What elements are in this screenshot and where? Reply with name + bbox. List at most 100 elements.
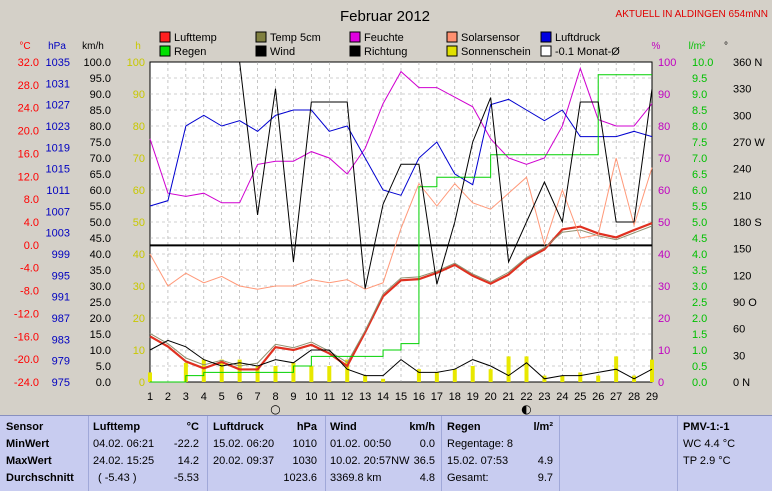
tick-label: 10.0 — [90, 345, 111, 357]
tick-label: 180 S — [733, 217, 762, 229]
legend-label: Feuchte — [364, 32, 404, 44]
tick-label: 1023 — [46, 121, 70, 133]
series-line-lufttemp — [149, 222, 653, 371]
legend-swatch — [446, 31, 458, 43]
x-tick-label: 5 — [219, 391, 225, 403]
tick-label: 1.0 — [692, 345, 707, 357]
regen-header: Regen — [447, 421, 481, 433]
tick-label: 210 — [733, 190, 751, 202]
legend-swatch — [349, 31, 361, 43]
lufttemp-column: Lufttemp °C 04.02. 06:21 -22.2 24.02. 15… — [88, 416, 208, 491]
tick-label: 50.0 — [90, 217, 111, 229]
tick-label: 60 — [133, 185, 145, 197]
wind-unit: km/h — [409, 421, 435, 433]
tick-label: 240 — [733, 164, 751, 176]
legend-label: -0.1 Monat-Ø — [555, 46, 620, 58]
series-line-feuchte — [149, 66, 653, 204]
lufttemp-min-value: -22.2 — [173, 438, 199, 450]
lufttemp-min-time: 04.02. 06:21 — [93, 438, 155, 450]
x-tick-label: 20 — [485, 391, 497, 403]
tick-label: 5.5 — [692, 201, 707, 213]
tick-label: 0.0 — [24, 240, 39, 252]
tick-label: 987 — [52, 313, 70, 325]
x-tick-label: 15 — [395, 391, 407, 403]
tick-label: -8.0 — [20, 286, 39, 298]
x-tick-label: 24 — [556, 391, 568, 403]
luftdruck-min-value: 1010 — [292, 438, 317, 450]
tick-label: -20.0 — [14, 354, 39, 366]
regen-max-time: 15.02. 07:53 — [447, 455, 509, 467]
wind-max-value: 36.5 — [413, 455, 435, 467]
tick-label: 35.0 — [90, 265, 111, 277]
tick-label: 7.5 — [692, 137, 707, 149]
luftdruck-max-value: 1030 — [292, 455, 317, 467]
tick-label: 70.0 — [90, 153, 111, 165]
x-tick-label: 23 — [538, 391, 550, 403]
tick-label: -12.0 — [14, 308, 39, 320]
tick-label: 4.0 — [24, 217, 39, 229]
tick-label: 90.0 — [90, 89, 111, 101]
weather-chart: Februar 2012 AKTUELL IN ALDINGEN 654mNN Lu… — [14, 8, 768, 415]
tick-label: 0.0 — [692, 377, 707, 389]
sunshine-bar — [237, 359, 242, 382]
tick-label: 55.0 — [90, 201, 111, 213]
axis-unit: hPa — [48, 41, 66, 52]
tick-label: 6.5 — [692, 169, 707, 181]
x-tick-label: 21 — [502, 391, 514, 403]
tick-label: -16.0 — [14, 331, 39, 343]
wind-min-value: 0.0 — [419, 438, 435, 450]
pmv-windchill: WC 4.4 °C — [683, 438, 736, 450]
sunshine-bar — [273, 366, 278, 382]
sunshine-bar — [650, 359, 654, 382]
tick-label: 10.0 — [692, 57, 713, 69]
tick-label: 60 — [733, 324, 745, 336]
tick-label: 60 — [658, 185, 670, 197]
legend-swatch — [540, 45, 552, 57]
x-tick-label: 19 — [467, 391, 479, 403]
sunshine-bar — [470, 366, 475, 382]
sunshine-bar — [578, 372, 583, 382]
x-tick-label: 1 — [147, 391, 153, 403]
tick-label: 4.5 — [692, 233, 707, 245]
moon-marker: ◐ — [521, 402, 531, 415]
sunshine-bar — [560, 375, 565, 382]
series-line-richtung — [150, 61, 653, 289]
tick-label: 28.0 — [18, 80, 39, 92]
tick-label: 100.0 — [83, 57, 111, 69]
axis-unit: l/m² — [689, 41, 706, 52]
statistics-table: Sensor MinWert MaxWert Durchschnitt Luft… — [0, 415, 772, 491]
x-tick-label: 28 — [628, 391, 640, 403]
sunshine-bar — [524, 356, 529, 382]
tick-label: 24.0 — [18, 103, 39, 115]
sunshine-bar — [506, 356, 511, 382]
x-tick-label: 18 — [449, 391, 461, 403]
regen-max-value: 4.9 — [537, 455, 553, 467]
tick-label: 6.0 — [692, 185, 707, 197]
sunshine-bar — [416, 369, 421, 382]
x-tick-label: 10 — [305, 391, 317, 403]
regen-days: Regentage: 8 — [447, 438, 514, 450]
regen-total-value: 9.7 — [537, 472, 553, 484]
tick-label: 0.0 — [96, 377, 111, 389]
sunshine-bar — [327, 366, 332, 382]
wind-distance: 3369.8 km — [330, 472, 382, 484]
tick-label: 270 W — [733, 137, 765, 149]
x-tick-label: 25 — [574, 391, 586, 403]
regen-total-label: Gesamt: — [447, 472, 489, 484]
sunshine-bar — [309, 366, 314, 382]
tick-label: 25.0 — [90, 297, 111, 309]
series-line-regen — [150, 74, 652, 383]
tick-label: 991 — [52, 292, 70, 304]
x-tick-label: 22 — [520, 391, 532, 403]
lufttemp-header: Lufttemp — [93, 421, 141, 433]
lufttemp-avg-value: -5.53 — [173, 472, 199, 484]
tick-label: 975 — [52, 377, 70, 389]
tick-label: 8.0 — [24, 194, 39, 206]
sunshine-bar — [219, 359, 224, 382]
tick-label: 40 — [133, 249, 145, 261]
tick-label: 995 — [52, 270, 70, 282]
tick-label: 60.0 — [90, 185, 111, 197]
series-line-wind — [149, 339, 653, 380]
tick-label: 3.0 — [692, 281, 707, 293]
tick-label: 50 — [133, 217, 145, 229]
